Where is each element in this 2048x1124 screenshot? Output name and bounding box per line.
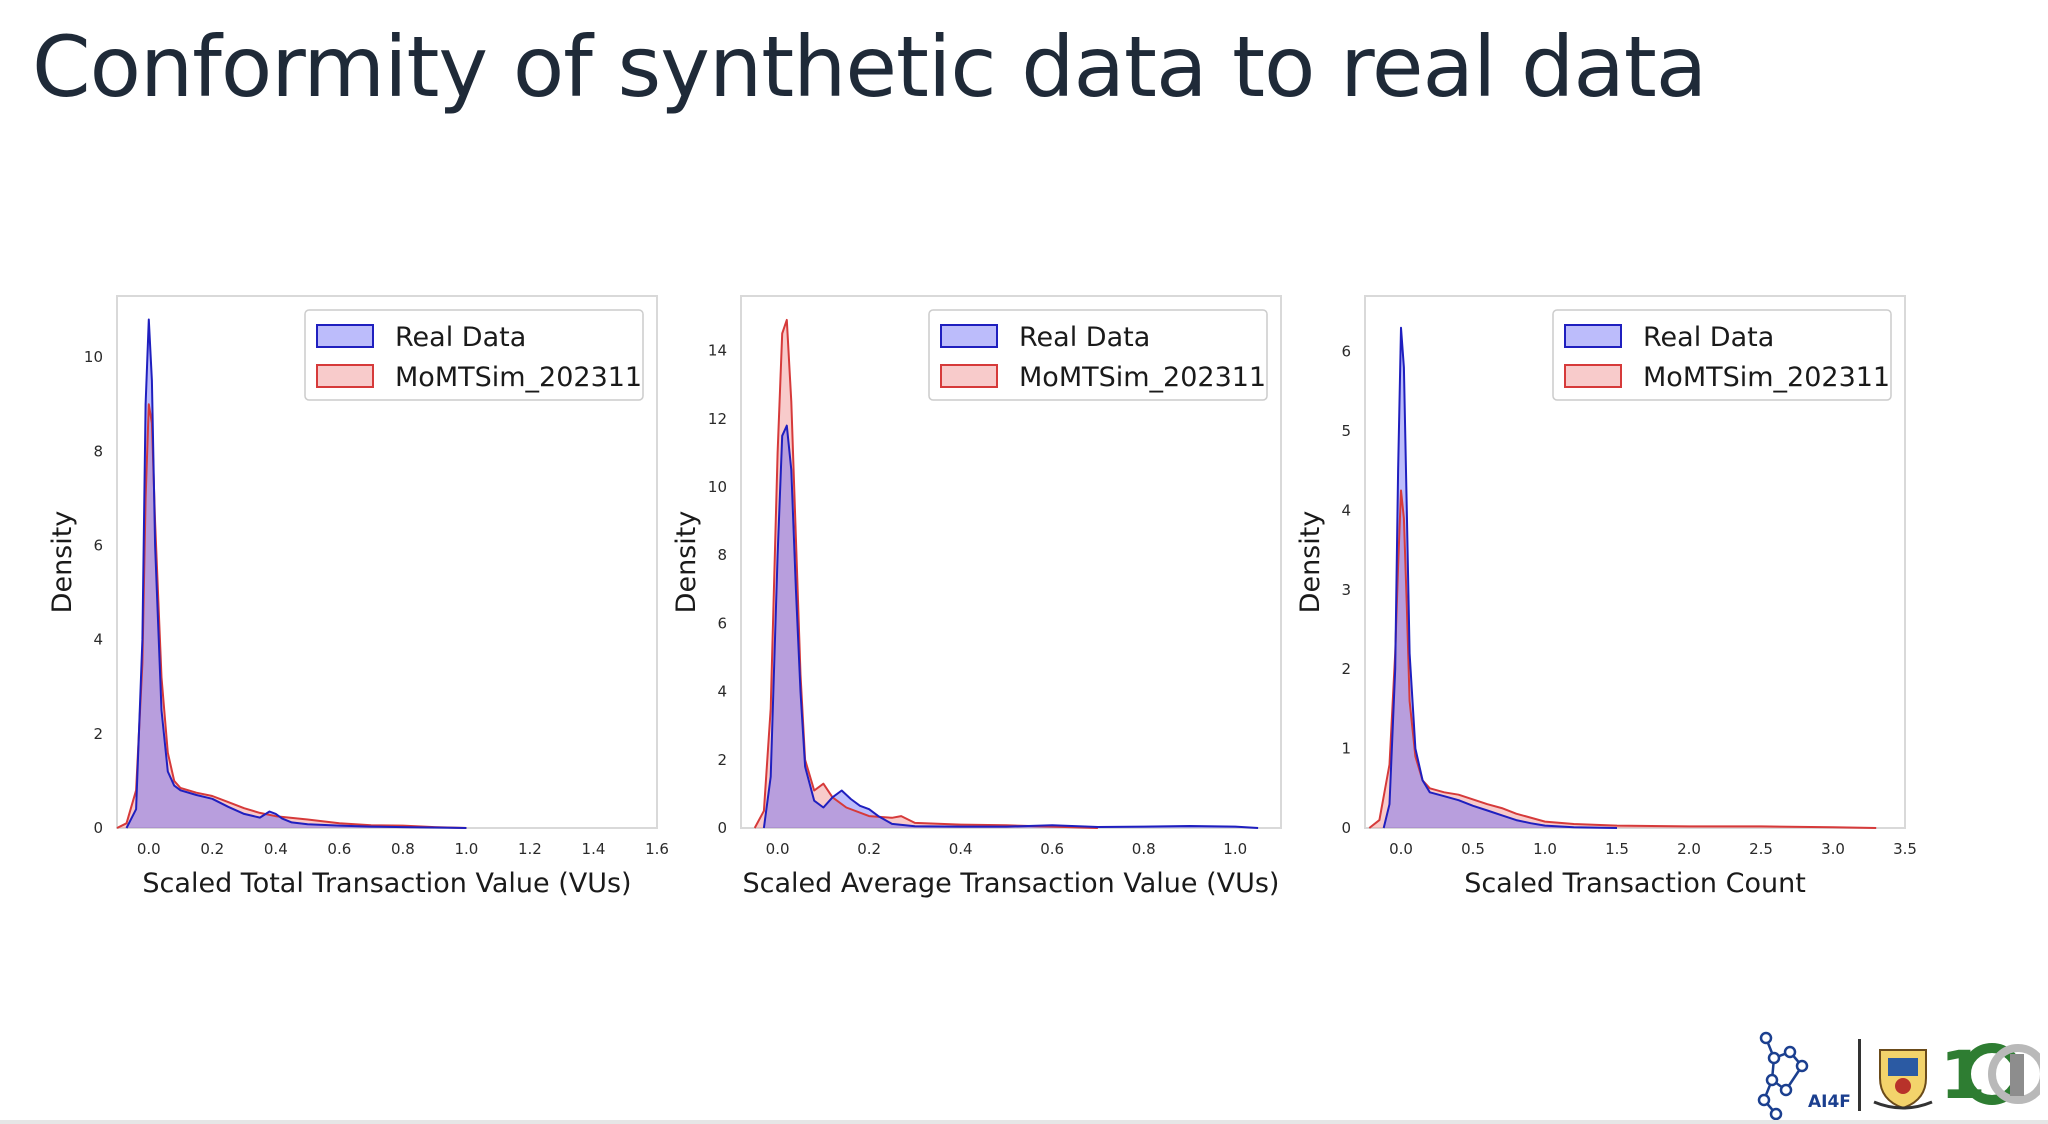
legend-box (304, 309, 644, 401)
y-tick-label: 1 (1341, 740, 1351, 758)
legend-entry-label: MoMTSim_202311 (1019, 362, 1266, 393)
density-line-real (762, 424, 1259, 829)
legend-swatch-real (1564, 324, 1622, 348)
y-tick-label: 0 (717, 819, 727, 837)
x-tick-label: 1.6 (645, 840, 669, 858)
chart-legend: Real Data MoMTSim_202311 (1552, 309, 1892, 401)
footer-logos: AI4F 1 (1756, 1024, 2046, 1124)
x-tick-label: 0.0 (137, 840, 161, 858)
density-chart-svg: 0.0 0.2 0.4 0.6 0.8 1.0 0 2 4 6 8 10 12 14 Scaled Aver… (671, 295, 1282, 899)
chart-average-transaction-value: 0.0 0.2 0.4 0.6 0.8 1.0 0 2 4 6 8 10 12 14 Scaled Aver… (664, 280, 1304, 900)
density-area-sim (1369, 490, 1877, 828)
legend-swatch-real (316, 324, 374, 348)
density-chart-svg: 0.0 0.2 0.4 0.6 0.8 1.0 1.2 1.4 1.6 0 2 4 6 8 10 Scaled… (47, 295, 669, 899)
y-axis-label: Density (1295, 511, 1326, 614)
x-axis-label: Scaled Average Transaction Value (VUs) (743, 868, 1280, 899)
y-tick-label: 8 (717, 546, 727, 564)
x-tick-label: 3.5 (1893, 840, 1917, 858)
chart-legend: Real Data MoMTSim_202311 (304, 309, 644, 401)
x-tick-label: 0.6 (327, 840, 351, 858)
y-tick-label: 2 (1341, 660, 1351, 678)
density-line-real (125, 318, 467, 829)
x-tick-label: 1.2 (518, 840, 542, 858)
centenary-100-icon: 1 (1940, 1037, 2040, 1108)
density-line-sim (116, 403, 467, 829)
x-tick-label: 1.0 (454, 840, 478, 858)
legend-entry-label: Real Data (1643, 322, 1774, 353)
x-tick-label: 1.0 (1223, 840, 1247, 858)
x-tick-label: 0.8 (1132, 840, 1156, 858)
y-tick-label: 6 (1341, 343, 1351, 361)
legend-swatch-sim (940, 364, 998, 388)
density-line-sim (1368, 489, 1877, 829)
x-tick-label: 1.4 (582, 840, 606, 858)
legend-box (1552, 309, 1892, 401)
y-tick-label: 4 (1341, 501, 1351, 519)
legend-entry-label: Real Data (1019, 322, 1150, 353)
chart-legend: Real Data MoMTSim_202311 (928, 309, 1268, 401)
university-crest-icon (1873, 1049, 1933, 1110)
y-tick-label: 0 (93, 819, 103, 837)
y-axis-label: Density (47, 511, 78, 614)
x-tick-label: 0.2 (200, 840, 224, 858)
x-tick-label: 0.0 (1389, 840, 1413, 858)
y-tick-label: 3 (1341, 581, 1351, 599)
x-tick-label: 0.4 (949, 840, 973, 858)
x-tick-label: 0.4 (264, 840, 288, 858)
y-tick-label: 8 (93, 442, 103, 460)
x-tick-label: 2.0 (1677, 840, 1701, 858)
legend-entry-label: Real Data (395, 322, 526, 353)
density-line-sim (753, 318, 1098, 829)
legend-swatch-sim (1564, 364, 1622, 388)
footer-divider (0, 1120, 2048, 1124)
chart-total-transaction-value: 0.0 0.2 0.4 0.6 0.8 1.0 1.2 1.4 1.6 0 2 4 6 8 10 Scaled… (40, 280, 680, 900)
y-tick-label: 12 (708, 410, 727, 428)
x-axis-label: Scaled Total Transaction Value (VUs) (142, 868, 631, 899)
x-tick-label: 0.2 (857, 840, 881, 858)
x-axis-label: Scaled Transaction Count (1464, 868, 1806, 899)
density-line-real (1382, 326, 1618, 829)
slide-title: Conformity of synthetic data to real dat… (32, 18, 1707, 116)
y-tick-label: 10 (708, 478, 727, 496)
y-tick-label: 6 (717, 614, 727, 632)
x-tick-label: 1.5 (1605, 840, 1629, 858)
x-tick-label: 0.6 (1040, 840, 1064, 858)
x-tick-label: 2.5 (1749, 840, 1773, 858)
y-axis-label: Density (671, 511, 702, 614)
legend-entry-label: MoMTSim_202311 (395, 362, 642, 393)
density-area-real (126, 319, 467, 828)
y-tick-label: 10 (84, 348, 103, 366)
ai4f-label: AI4F (1808, 1092, 1851, 1112)
y-tick-label: 2 (717, 751, 727, 769)
chart-transaction-count: 0.0 0.5 1.0 1.5 2.0 2.5 3.0 3.5 0 1 2 3 4 5 6 Scaled Tr… (1288, 280, 1928, 900)
legend-entry-label: MoMTSim_202311 (1643, 362, 1890, 393)
y-tick-label: 4 (717, 683, 727, 701)
y-tick-label: 0 (1341, 819, 1351, 837)
y-tick-label: 6 (93, 537, 103, 555)
x-tick-label: 1.0 (1533, 840, 1557, 858)
legend-swatch-sim (316, 364, 374, 388)
y-tick-label: 4 (93, 631, 103, 649)
ai4f-network-logo-icon (1757, 1031, 1809, 1120)
x-tick-label: 0.5 (1461, 840, 1485, 858)
density-chart-svg: 0.0 0.5 1.0 1.5 2.0 2.5 3.0 3.5 0 1 2 3 4 5 6 Scaled Tr… (1295, 295, 1917, 899)
logo-divider (1858, 1039, 1861, 1111)
x-tick-label: 0.8 (391, 840, 415, 858)
x-tick-label: 3.0 (1821, 840, 1845, 858)
y-tick-label: 5 (1341, 422, 1351, 440)
legend-box (928, 309, 1268, 401)
y-tick-label: 2 (93, 725, 103, 743)
x-tick-label: 0.0 (766, 840, 790, 858)
y-tick-label: 14 (708, 342, 727, 360)
legend-swatch-real (940, 324, 998, 348)
density-area-real (1383, 327, 1617, 828)
